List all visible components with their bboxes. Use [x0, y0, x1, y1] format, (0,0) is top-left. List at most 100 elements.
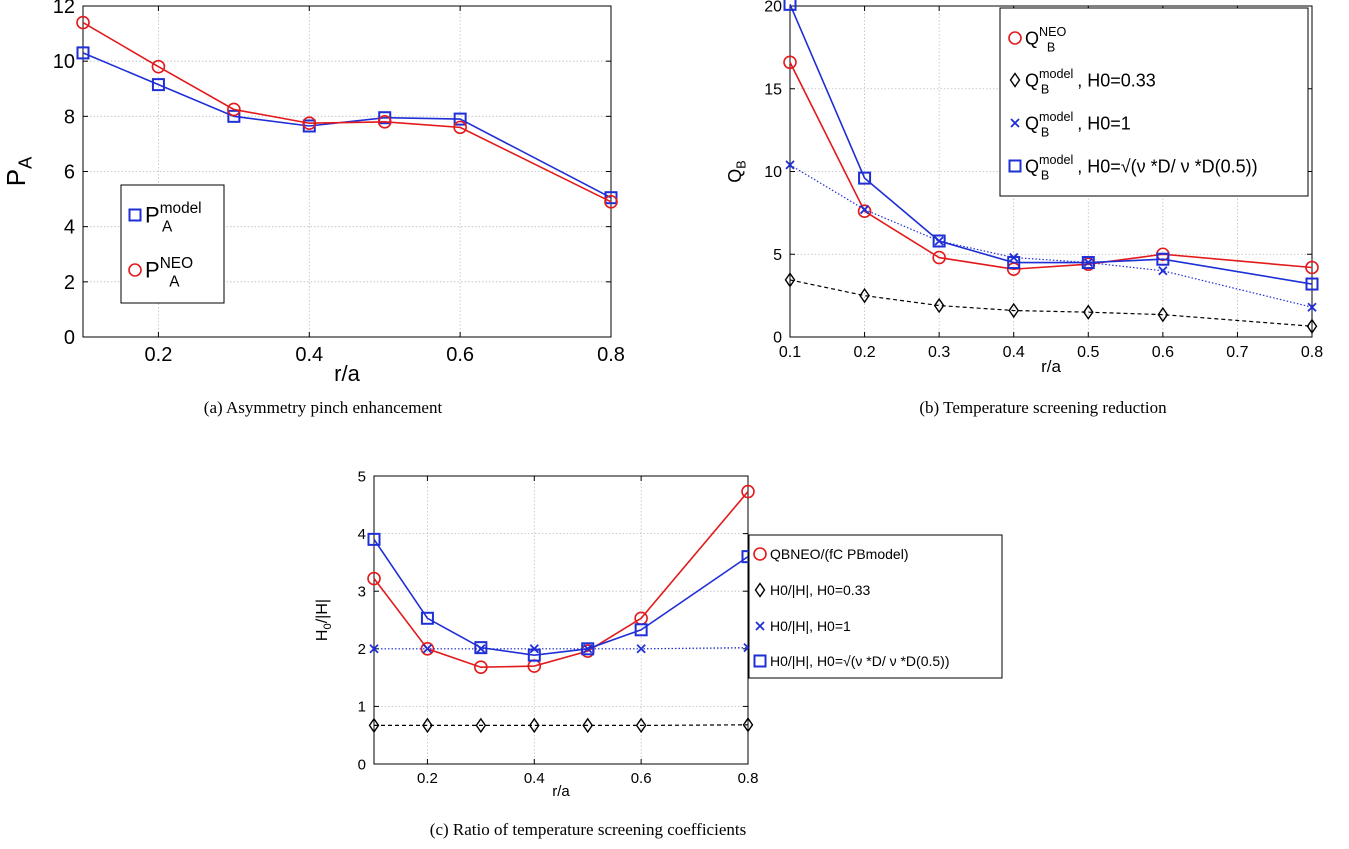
x-tick-label: 0.4	[1003, 344, 1025, 361]
caption-c: (c) Ratio of temperature screening coeff…	[430, 820, 746, 839]
data-point-qb_model_033	[1306, 318, 1318, 334]
x-tick-label: 0.8	[597, 344, 625, 366]
legend-marker-qb_model_1	[1010, 118, 1020, 128]
legend-label-qb_model_033: Qmodel B, H0=0.33	[1025, 67, 1156, 96]
y-tick-label: 10	[764, 164, 782, 181]
data-point-qb_model_sqrt	[1007, 256, 1021, 270]
y-tick-label: 2	[64, 272, 75, 294]
series-pa_neo	[76, 15, 618, 209]
x-tick-label: 0.6	[631, 770, 652, 787]
legend-c: QBNEO/(fC PBmodel) H0/|H|, H0=0.33 H0/|H|,…	[748, 534, 1003, 679]
data-point-pa_neo	[227, 102, 241, 117]
x-tick-label: 0.1	[779, 344, 801, 361]
y-tick-label: 4	[358, 526, 366, 543]
y-tick-label: 5	[358, 468, 366, 485]
y-tick-label: 4	[64, 217, 75, 239]
series-line-qb_model_sqrt	[789, 4, 1313, 285]
legend-marker-ratio_033	[754, 582, 766, 598]
caption-a: (a) Asymmetry pinch enhancement	[204, 398, 443, 417]
legend-label-ratio_neo: QBNEO/(fC PBmodel)	[770, 546, 908, 562]
legend-label-pa_neo: PNEO A	[145, 255, 193, 291]
data-point-qb_model_1	[859, 204, 870, 215]
y-tick-label: 3	[358, 583, 366, 600]
data-point-pa_model	[604, 191, 618, 205]
data-point-qb_neo	[1305, 260, 1319, 275]
legend-marker-pa_neo	[128, 263, 142, 277]
data-point-qb_model_033	[933, 297, 945, 314]
x-tick-label: 0.3	[928, 344, 950, 361]
legend-marker-ratio_1	[755, 621, 765, 631]
data-point-qb_model_sqrt	[1305, 277, 1319, 291]
series-ratio_1	[369, 643, 753, 654]
data-point-ratio_sqrt	[420, 611, 434, 625]
series-ratio_sqrt	[367, 532, 755, 662]
data-point-ratio_neo	[474, 660, 488, 675]
legend-b: QNEO B Qmodel B, H0=0.33 Qmodel B, H0=1 Qmodel…	[999, 7, 1309, 197]
data-point-ratio_sqrt	[367, 532, 381, 546]
data-point-pa_neo	[377, 115, 392, 129]
data-point-ratio_sqrt	[581, 642, 595, 656]
legend-label-ratio_sqrt: H0/|H|, H0=√(ν *D/ ν *D(0.5))	[770, 653, 950, 669]
data-point-qb_neo	[932, 250, 946, 265]
y-axis-label: H0/|H|	[314, 599, 334, 641]
legend-a: Pmodel A PNEO A	[120, 184, 225, 304]
data-point-pa_model	[76, 46, 90, 60]
data-point-qb_model_033	[784, 272, 796, 288]
data-point-pa_model	[151, 78, 165, 92]
y-tick-label: 10	[53, 51, 75, 73]
panel-c: 0.2 0.4 0.6 0.8 0 1 2 3 4 5 r/a H0/|H| QBNEO/(fC PBm…	[314, 468, 1003, 800]
data-point-ratio_033	[742, 717, 754, 733]
legend-label-ratio_1: H0/|H|, H0=1	[770, 618, 851, 634]
y-tick-label: 0	[358, 756, 366, 773]
data-point-ratio_033	[582, 717, 594, 734]
legend-marker-pa_model	[128, 208, 142, 222]
data-point-pa_neo	[604, 195, 618, 209]
data-point-ratio_neo	[741, 484, 755, 499]
data-point-qb_model_1	[785, 160, 795, 170]
x-tick-label: 0.2	[417, 770, 438, 787]
legend-label-qb_model_sqrt: Qmodel B, H0=√(ν *D/ ν *D(0.5))	[1025, 153, 1258, 182]
y-tick-label: 2	[358, 641, 366, 658]
y-axis-label: QB	[725, 160, 749, 182]
legend-marker-ratio_sqrt	[753, 654, 767, 668]
legend-marker-ratio_neo	[753, 547, 767, 561]
data-point-pa_neo	[76, 15, 90, 30]
x-tick-label: 0.8	[738, 770, 759, 787]
x-axis-label: r/a	[552, 783, 570, 800]
data-point-pa_model	[378, 111, 392, 125]
legend-box	[748, 534, 1003, 679]
plot-area	[374, 476, 748, 764]
data-point-ratio_neo	[420, 641, 435, 656]
data-point-pa_neo	[151, 59, 166, 74]
y-tick-label: 5	[773, 247, 782, 264]
legend-box	[120, 184, 225, 304]
y-tick-label: 12	[53, 0, 75, 18]
data-point-ratio_neo	[367, 571, 381, 586]
data-point-qb_model_1	[1158, 266, 1168, 276]
x-tick-label: 0.8	[1301, 344, 1323, 361]
x-tick-label: 0.4	[524, 770, 545, 787]
data-point-ratio_1	[369, 644, 379, 654]
series-qb_model_sqrt	[783, 0, 1319, 291]
x-axis-label: r/a	[334, 361, 360, 386]
y-tick-label: 1	[358, 699, 366, 716]
caption-b: (b) Temperature screening reduction	[919, 398, 1167, 417]
data-point-qb_model_033	[1157, 306, 1169, 323]
data-point-qb_model_sqrt	[1156, 252, 1170, 266]
legend-marker-qb_model_033	[1009, 72, 1021, 88]
data-point-qb_model_sqrt	[783, 0, 797, 11]
x-tick-label: 0.2	[145, 344, 173, 366]
data-point-ratio_033	[528, 717, 540, 734]
data-point-qb_model_033	[1008, 302, 1020, 319]
y-tick-label: 0	[64, 327, 75, 349]
panel-b: 0.1 0.2 0.3 0.4 0.5 0.6 0.7 0.8 0 5 10 15 20 r/a QB QNE…	[725, 0, 1323, 376]
data-point-qb_model_sqrt	[932, 234, 946, 248]
legend-label-qb_model_1: Qmodel B, H0=1	[1025, 110, 1131, 139]
series-line-qb_model_033	[789, 279, 1313, 327]
legend-label-pa_model: Pmodel A	[145, 200, 202, 236]
legend-marker-qb_neo	[1008, 31, 1022, 45]
data-point-qb_model_sqrt	[858, 171, 872, 185]
data-point-ratio_033	[368, 717, 380, 734]
data-point-ratio_033	[422, 717, 433, 734]
